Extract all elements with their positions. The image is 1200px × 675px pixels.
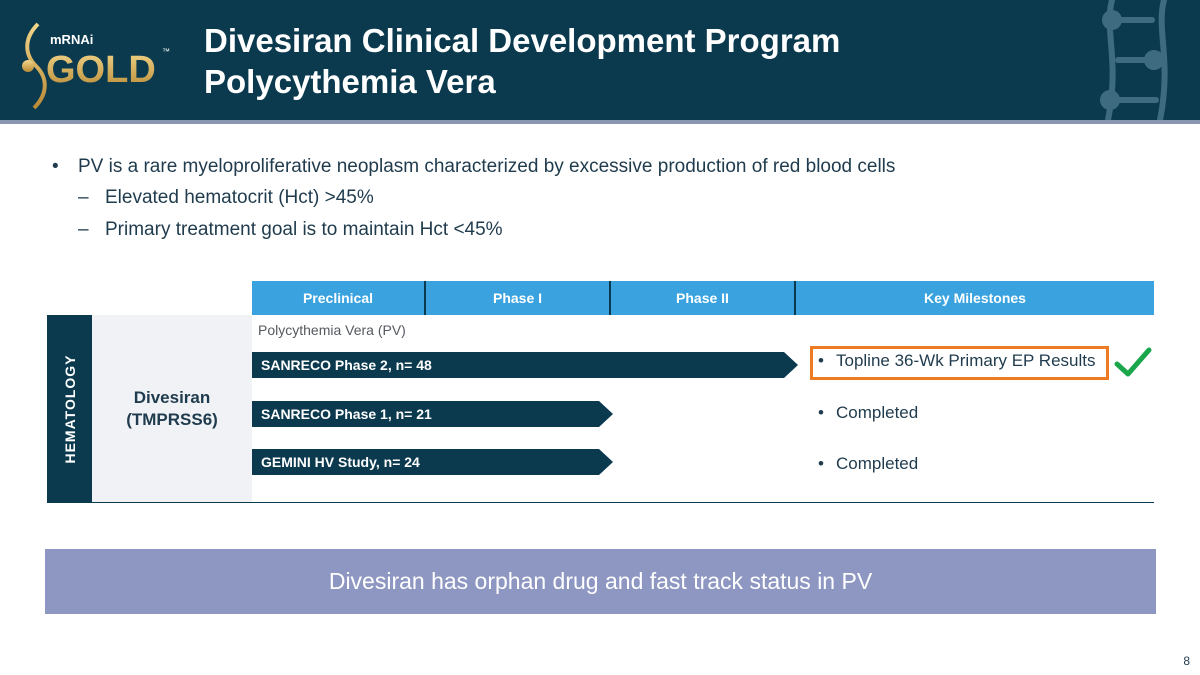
- header-banner: mRNAi GOLD ™ Divesiran Clinical Developm…: [0, 0, 1200, 120]
- milestone-item: • Topline 36-Wk Primary EP Results: [818, 351, 1096, 371]
- program-bar-gemini-hv: [252, 449, 613, 475]
- milestone-marker: •: [818, 454, 824, 473]
- column-header-key-milestones: Key Milestones: [924, 290, 1026, 306]
- milestone-text: Completed: [836, 454, 919, 473]
- table-header-row: Preclinical Phase I Phase II Key Milesto…: [252, 281, 1154, 315]
- title-line-1: Divesiran Clinical Development Program: [204, 22, 841, 59]
- indication-label: Polycythemia Vera (PV): [258, 322, 406, 338]
- milestone-item: • Completed: [818, 403, 918, 423]
- drug-name: Divesiran (TMPRSS6): [126, 388, 218, 429]
- sub-bullet-marker: –: [78, 219, 89, 240]
- sub-bullet-marker: –: [78, 187, 89, 208]
- drug-cell: Divesiran (TMPRSS6): [92, 315, 252, 503]
- milestone-item: • Completed: [818, 454, 918, 474]
- column-header-phase-1: Phase I: [426, 281, 611, 315]
- logo-trademark: ™: [162, 47, 170, 56]
- page-number: 8: [1183, 654, 1190, 668]
- checkmark-icon: [1114, 347, 1152, 377]
- logo-mark-icon: [22, 22, 47, 110]
- program-name: SANRECO Phase 1, n= 21: [261, 406, 432, 422]
- bullet-item: • PV is a rare myeloproliferative neopla…: [52, 152, 1152, 182]
- program-bar-sanreco-phase-2: [252, 352, 798, 378]
- bullet-marker: •: [52, 156, 59, 177]
- milestone-text: Topline 36-Wk Primary EP Results: [836, 351, 1096, 370]
- molecule-decoration-icon: [1100, 0, 1168, 120]
- header-divider: [0, 120, 1200, 124]
- bullet-list: • PV is a rare myeloproliferative neopla…: [52, 152, 1152, 246]
- milestone-marker: •: [818, 351, 824, 370]
- category-bar: HEMATOLOGY: [47, 315, 92, 503]
- table-bottom-rule: [47, 502, 1154, 503]
- sub-bullet-item: – Elevated hematocrit (Hct) >45%: [52, 182, 1152, 214]
- page-title: Divesiran Clinical Development Program P…: [204, 20, 840, 102]
- milestone-marker: •: [818, 403, 824, 422]
- logo-small-text: mRNAi: [50, 32, 93, 47]
- bullet-text: PV is a rare myeloproliferative neoplasm…: [78, 156, 896, 177]
- title-line-2: Polycythemia Vera: [204, 63, 496, 100]
- program-name: SANRECO Phase 2, n= 48: [261, 357, 432, 373]
- company-logo: mRNAi GOLD ™: [22, 22, 170, 110]
- milestone-text: Completed: [836, 403, 919, 422]
- sub-bullet-item: – Primary treatment goal is to maintain …: [52, 214, 1152, 246]
- sub-bullet-text: Elevated hematocrit (Hct) >45%: [105, 187, 374, 208]
- column-header-preclinical: Preclinical: [252, 281, 426, 315]
- milestone-highlight-box: [810, 346, 1109, 380]
- program-bar-sanreco-phase-1: [252, 401, 613, 427]
- logo-main-text: GOLD: [46, 49, 156, 91]
- sub-bullet-text: Primary treatment goal is to maintain Hc…: [105, 219, 503, 240]
- column-header-phase-2: Phase II: [611, 281, 796, 315]
- status-banner: Divesiran has orphan drug and fast track…: [45, 549, 1156, 614]
- program-name: GEMINI HV Study, n= 24: [261, 454, 420, 470]
